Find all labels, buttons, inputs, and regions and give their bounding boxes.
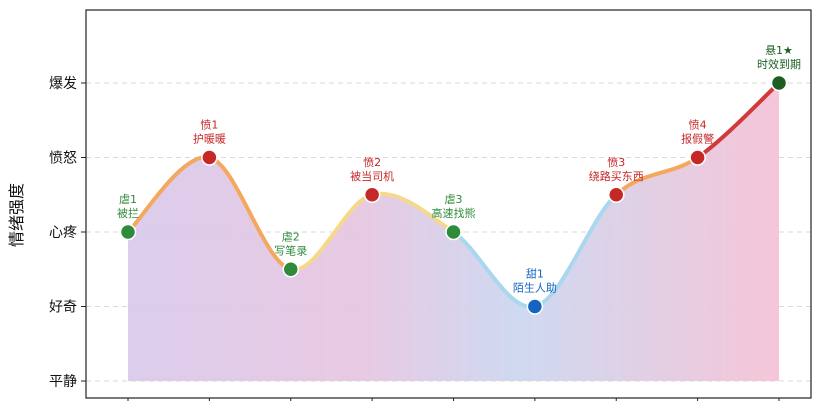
data-point [282,261,299,278]
data-point [689,149,706,166]
data-point [363,186,381,203]
point-desc: 写笔录 [274,243,307,257]
series-segment [532,192,619,309]
point-tag: 愤3 [607,156,625,169]
point-desc: 报假警 [681,132,714,146]
point-desc: 时效到期 [757,57,801,71]
point-tag: 虐3 [445,193,463,206]
point-tag: 愤4 [689,119,707,132]
x-axis [127,398,780,401]
y-axis-title: 情绪强度 [7,183,26,247]
series-segment [288,192,375,272]
point-tag: 虐2 [282,230,300,243]
point-tag: 虐1 [119,193,137,206]
point-desc: 绕路买东西 [589,170,644,183]
series-segment [126,155,212,234]
data-point [201,149,218,166]
point-desc: 被拦 [117,206,139,220]
series-segment [451,230,537,309]
point-desc: 护暖暖 [193,132,226,146]
point-tag: 悬1★ [765,44,793,57]
point-tag: 愤2 [363,156,381,169]
series-segment [614,155,700,197]
plot-border [85,9,812,399]
plot-frame [85,9,812,399]
y-tick-label: 平静 [49,374,77,390]
point-tag: 甜1 [526,268,544,281]
data-point [526,298,544,315]
y-tick-label: 好奇 [49,299,77,316]
data-point [445,223,462,241]
data-point [119,223,137,241]
data-point [608,186,625,203]
y-tick-label: 心疼 [49,225,77,241]
point-desc: 陌生人助 [513,281,557,295]
y-tick-label: 愤怒 [49,151,77,167]
y-axis: 平静 好奇 心疼 愤怒 爆发 [49,76,86,390]
data-point [770,74,788,92]
point-desc: 高速找熊 [432,206,476,220]
point-desc: 被当司机 [350,169,394,183]
series-segment [207,155,293,272]
y-tick-label: 爆发 [49,76,77,92]
point-tag: 愤1 [200,119,218,132]
